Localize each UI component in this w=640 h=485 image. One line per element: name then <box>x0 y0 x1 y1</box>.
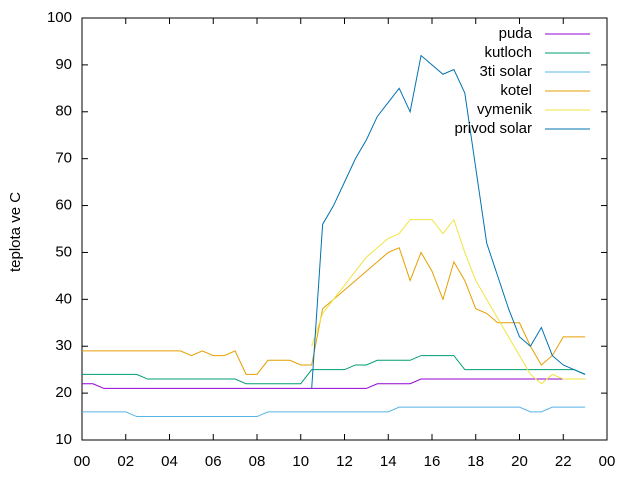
y-tick-label: 80 <box>55 103 72 120</box>
legend-label: vymenik <box>477 101 533 118</box>
x-tick-label: 14 <box>380 453 397 470</box>
y-tick-label: 30 <box>55 337 72 354</box>
x-tick-label: 18 <box>467 453 484 470</box>
series-line <box>82 406 586 418</box>
x-tick-label: 02 <box>117 453 134 470</box>
y-axis-label: teplota ve C <box>7 192 24 272</box>
y-tick-label: 10 <box>55 431 72 448</box>
x-tick-label: 06 <box>205 453 222 470</box>
legend-label: 3ti solar <box>479 63 532 80</box>
x-tick-label: 16 <box>424 453 441 470</box>
series-line <box>311 54 586 389</box>
y-tick-label: 50 <box>55 243 72 260</box>
x-tick-label: 10 <box>292 453 309 470</box>
y-tick-label: 100 <box>47 9 72 26</box>
x-tick-label: 04 <box>161 453 178 470</box>
legend-label: kotel <box>500 82 532 99</box>
legend-label: kutloch <box>484 44 532 61</box>
series-line <box>311 218 586 385</box>
y-tick-label: 20 <box>55 384 72 401</box>
y-tick-label: 60 <box>55 197 72 214</box>
series-line <box>82 355 586 385</box>
legend-label: privod solar <box>454 120 532 137</box>
y-tick-label: 90 <box>55 56 72 73</box>
x-tick-label: 12 <box>336 453 353 470</box>
x-tick-label: 00 <box>599 453 616 470</box>
x-tick-label: 08 <box>249 453 266 470</box>
y-tick-label: 70 <box>55 150 72 167</box>
x-tick-label: 22 <box>555 453 572 470</box>
x-tick-label: 20 <box>511 453 528 470</box>
y-tick-label: 40 <box>55 290 72 307</box>
x-tick-label: 00 <box>74 453 91 470</box>
series-line <box>82 378 586 389</box>
legend-label: puda <box>499 25 533 42</box>
